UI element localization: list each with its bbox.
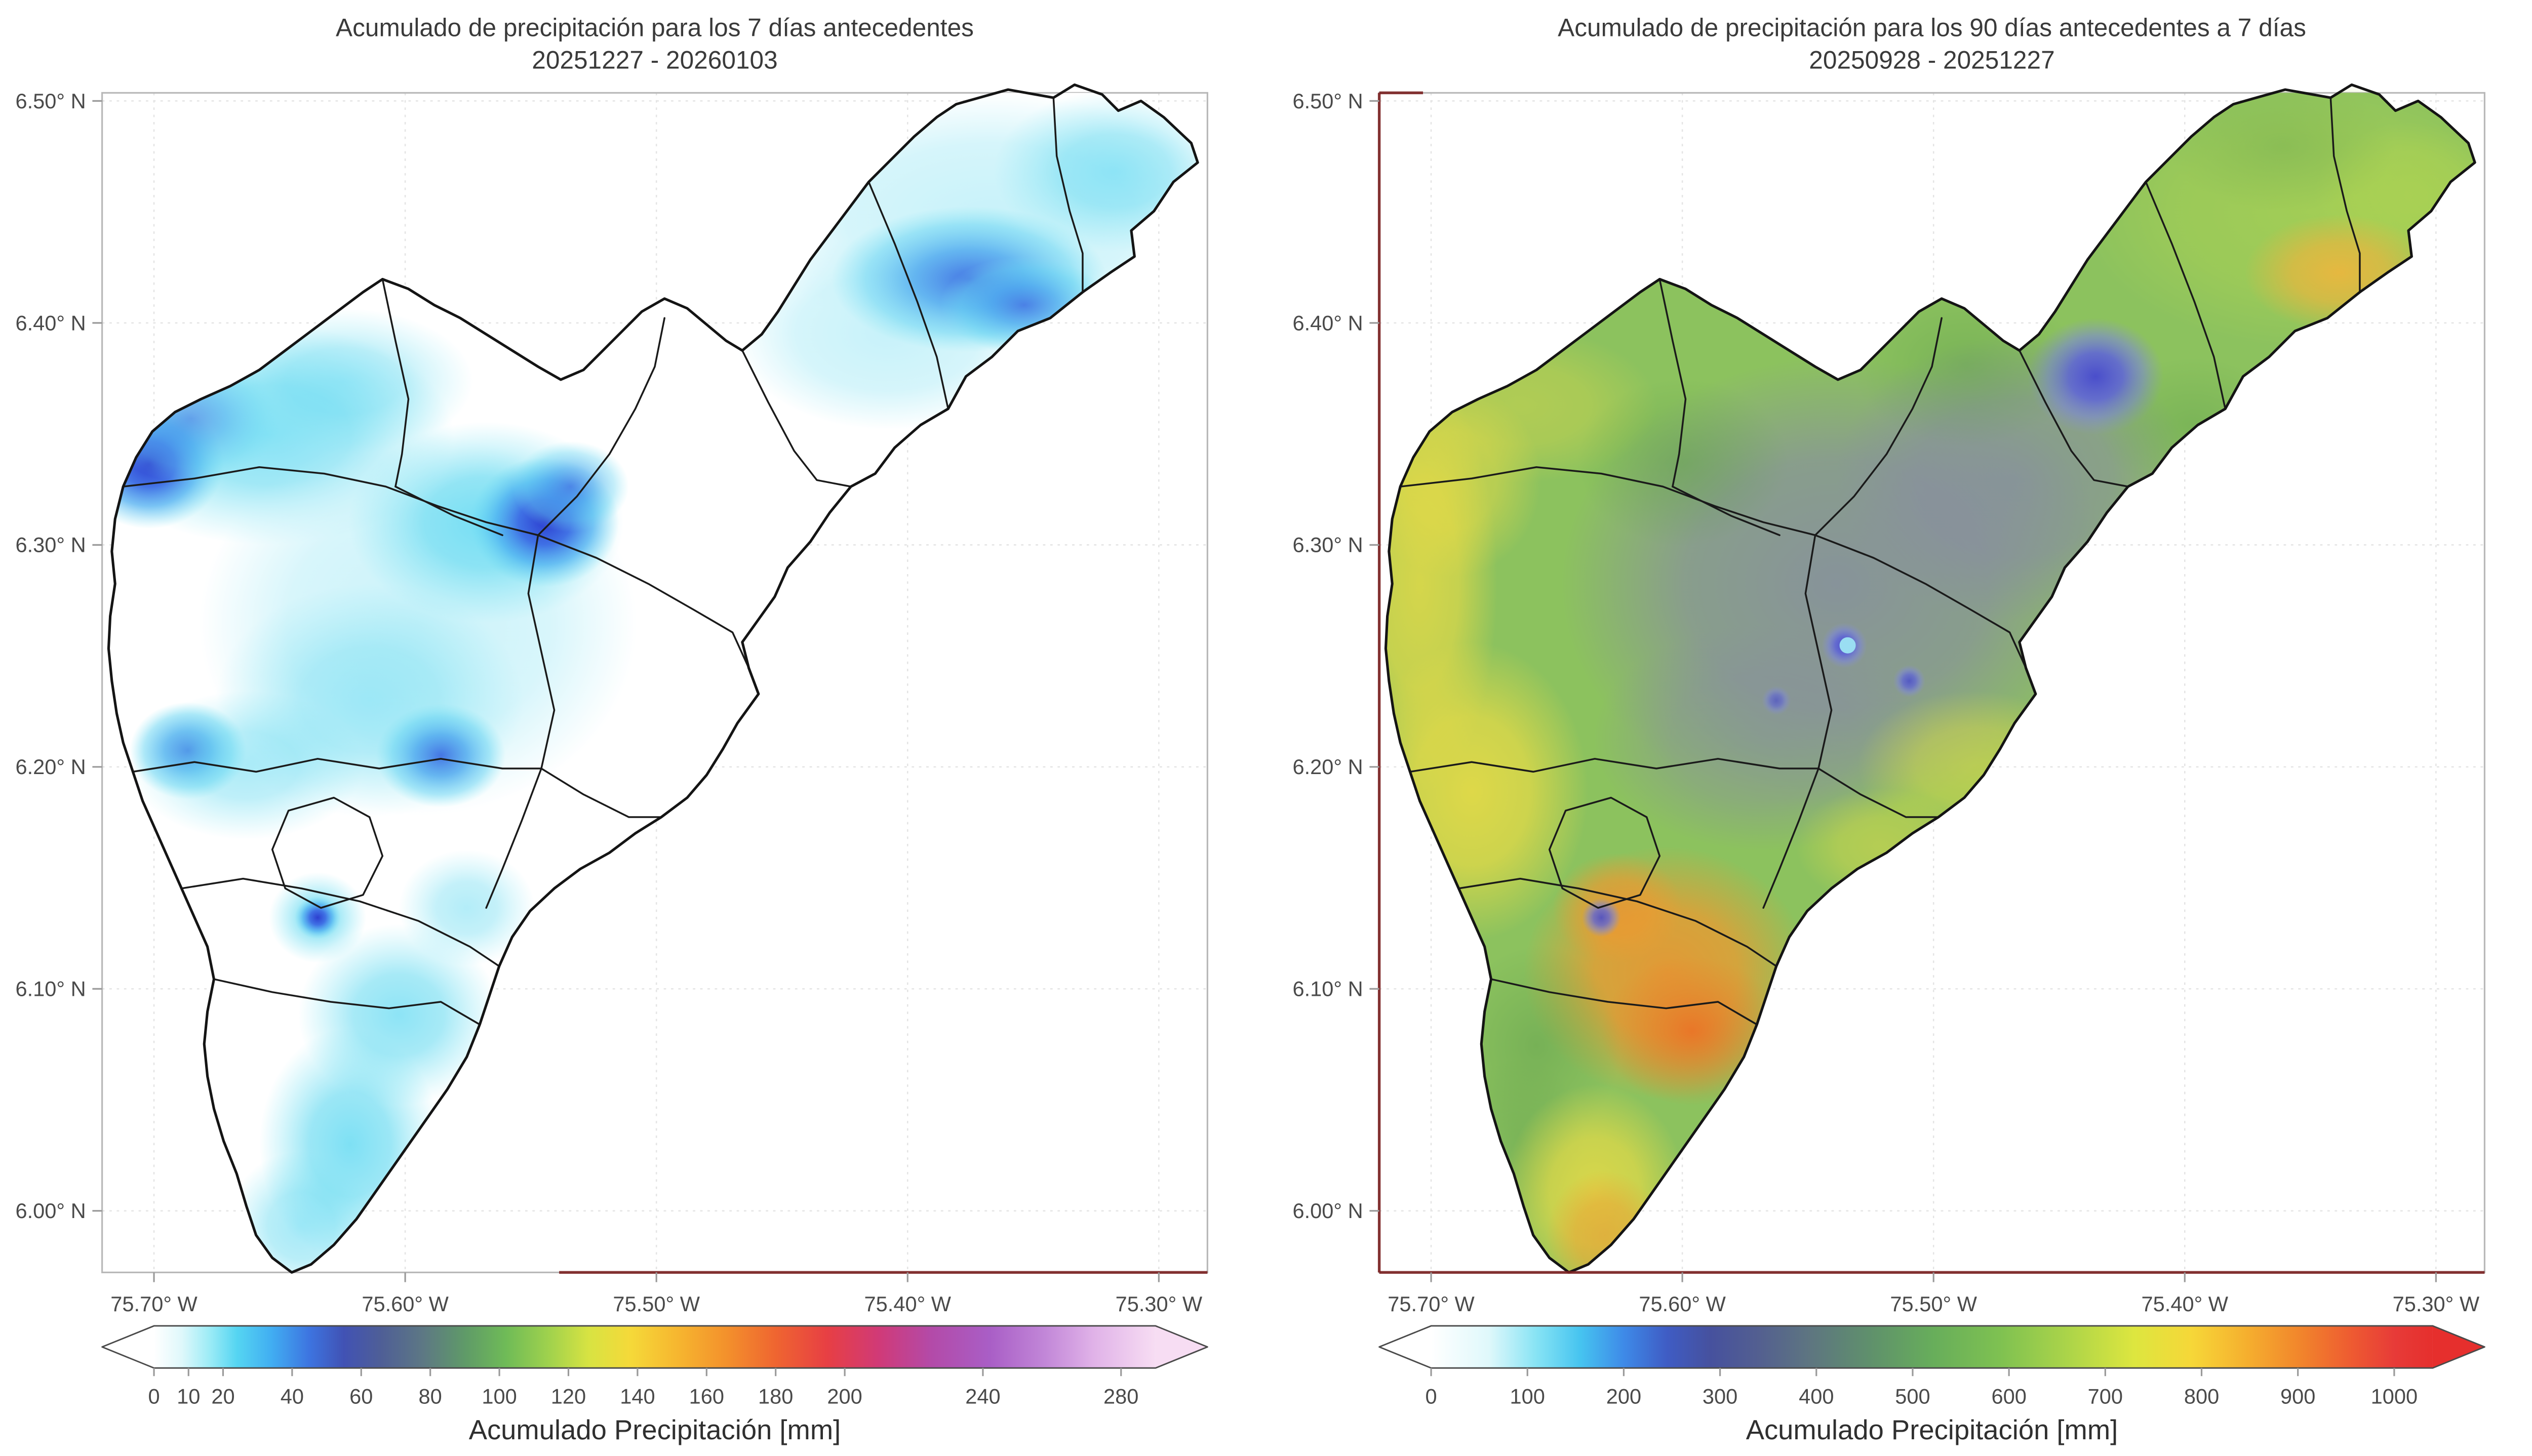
svg-text:6.00° N: 6.00° N	[15, 1199, 86, 1223]
svg-text:6.10° N: 6.10° N	[15, 977, 86, 1001]
svg-text:6.00° N: 6.00° N	[1292, 1199, 1363, 1223]
svg-text:600: 600	[1991, 1385, 2026, 1408]
svg-text:75.50° W: 75.50° W	[613, 1292, 700, 1316]
svg-text:180: 180	[758, 1385, 793, 1408]
colorbar-gradient-bar	[1431, 1325, 2433, 1368]
svg-text:75.60° W: 75.60° W	[362, 1292, 449, 1316]
precipitation-field-7days	[108, 89, 1198, 1273]
svg-text:6.10° N: 6.10° N	[1292, 977, 1363, 1001]
axis-ticks	[92, 100, 1160, 1282]
svg-text:75.60° W: 75.60° W	[1639, 1292, 1726, 1316]
colorbar-ticks: 0 100 200 300 400 500 600 700 800 900 1000	[1425, 1368, 2418, 1408]
axis-ticks	[1369, 100, 2437, 1282]
svg-text:6.40° N: 6.40° N	[15, 311, 86, 335]
panel-90-days: Acumulado de precipitación para los 90 d…	[1277, 0, 2532, 1456]
panel-title-line2: 20250928 - 20251227	[1809, 46, 2054, 74]
svg-text:0: 0	[148, 1385, 160, 1408]
svg-text:0: 0	[1425, 1385, 1437, 1408]
svg-text:200: 200	[827, 1385, 862, 1408]
svg-text:400: 400	[1799, 1385, 1834, 1408]
svg-text:75.30° W: 75.30° W	[1116, 1292, 1203, 1316]
y-axis-labels: 6.50° N 6.40° N 6.30° N 6.20° N 6.10° N 6.00°…	[15, 89, 86, 1223]
svg-text:75.50° W: 75.50° W	[1890, 1292, 1977, 1316]
colorbar-7days: 0 10 20 40 60 80 100 120 140 160 180 200 240 280 Acum…	[101, 1325, 1208, 1445]
svg-text:75.40° W: 75.40° W	[2142, 1292, 2229, 1316]
svg-text:80: 80	[419, 1385, 442, 1408]
svg-text:900: 900	[2280, 1385, 2315, 1408]
svg-text:800: 800	[2184, 1385, 2219, 1408]
panel-title-line1: Acumulado de precipitación para los 90 d…	[1558, 13, 2306, 42]
svg-text:6.30° N: 6.30° N	[1292, 533, 1363, 557]
svg-text:300: 300	[1703, 1385, 1737, 1408]
svg-text:240: 240	[965, 1385, 1000, 1408]
colorbar-label: Acumulado Precipitación [mm]	[469, 1414, 841, 1445]
svg-text:100: 100	[1510, 1385, 1545, 1408]
x-axis-labels: 75.70° W 75.60° W 75.50° W 75.40° W 75.30° W	[110, 1292, 1203, 1316]
colorbar-over-arrow	[1155, 1325, 1208, 1368]
map-7-days: Acumulado de precipitación para los 7 dí…	[15, 13, 1208, 1445]
svg-text:6.30° N: 6.30° N	[15, 533, 86, 557]
svg-text:75.40° W: 75.40° W	[864, 1292, 952, 1316]
colorbar-over-arrow	[2432, 1325, 2485, 1368]
colorbar-gradient-bar	[154, 1325, 1156, 1368]
svg-text:75.30° W: 75.30° W	[2393, 1292, 2480, 1316]
precipitation-field-90days	[1386, 85, 2475, 1273]
svg-text:6.20° N: 6.20° N	[15, 755, 86, 779]
panel-7-days: Acumulado de precipitación para los 7 dí…	[15, 13, 1208, 1445]
svg-text:200: 200	[1606, 1385, 1641, 1408]
svg-text:100: 100	[482, 1385, 517, 1408]
colorbar-under-arrow	[102, 1325, 154, 1368]
svg-text:1000: 1000	[2371, 1385, 2418, 1408]
svg-text:6.20° N: 6.20° N	[1292, 755, 1363, 779]
svg-text:75.70° W: 75.70° W	[1388, 1292, 1475, 1316]
panel-title-line2: 20251227 - 20260103	[532, 46, 777, 74]
colorbar-ticks: 0 10 20 40 60 80 100 120 140 160 180 200 240 280	[148, 1368, 1138, 1408]
panel-title-line1: Acumulado de precipitación para los 7 dí…	[336, 13, 974, 42]
map-90-days: Acumulado de precipitación para los 90 d…	[1292, 13, 2485, 1445]
svg-text:280: 280	[1103, 1385, 1138, 1408]
svg-text:40: 40	[281, 1385, 304, 1408]
svg-text:60: 60	[349, 1385, 373, 1408]
svg-text:6.50° N: 6.50° N	[1292, 89, 1363, 113]
colorbar-label: Acumulado Precipitación [mm]	[1746, 1414, 2118, 1445]
svg-text:140: 140	[620, 1385, 655, 1408]
colorbar-90days: 0 100 200 300 400 500 600 700 800 900 1000 Acumula…	[1378, 1325, 2485, 1445]
svg-text:120: 120	[551, 1385, 586, 1408]
y-axis-labels: 6.50° N 6.40° N 6.30° N 6.20° N 6.10° N 6.00°…	[1292, 89, 1363, 1223]
svg-text:20: 20	[211, 1385, 234, 1408]
svg-text:500: 500	[1895, 1385, 1930, 1408]
svg-text:10: 10	[177, 1385, 200, 1408]
svg-text:160: 160	[689, 1385, 724, 1408]
svg-text:6.50° N: 6.50° N	[15, 89, 86, 113]
svg-text:75.70° W: 75.70° W	[110, 1292, 197, 1316]
colorbar-under-arrow	[1379, 1325, 1432, 1368]
svg-text:6.40° N: 6.40° N	[1292, 311, 1363, 335]
svg-text:700: 700	[2088, 1385, 2123, 1408]
x-axis-labels: 75.70° W 75.60° W 75.50° W 75.40° W 75.30° W	[1388, 1292, 2480, 1316]
